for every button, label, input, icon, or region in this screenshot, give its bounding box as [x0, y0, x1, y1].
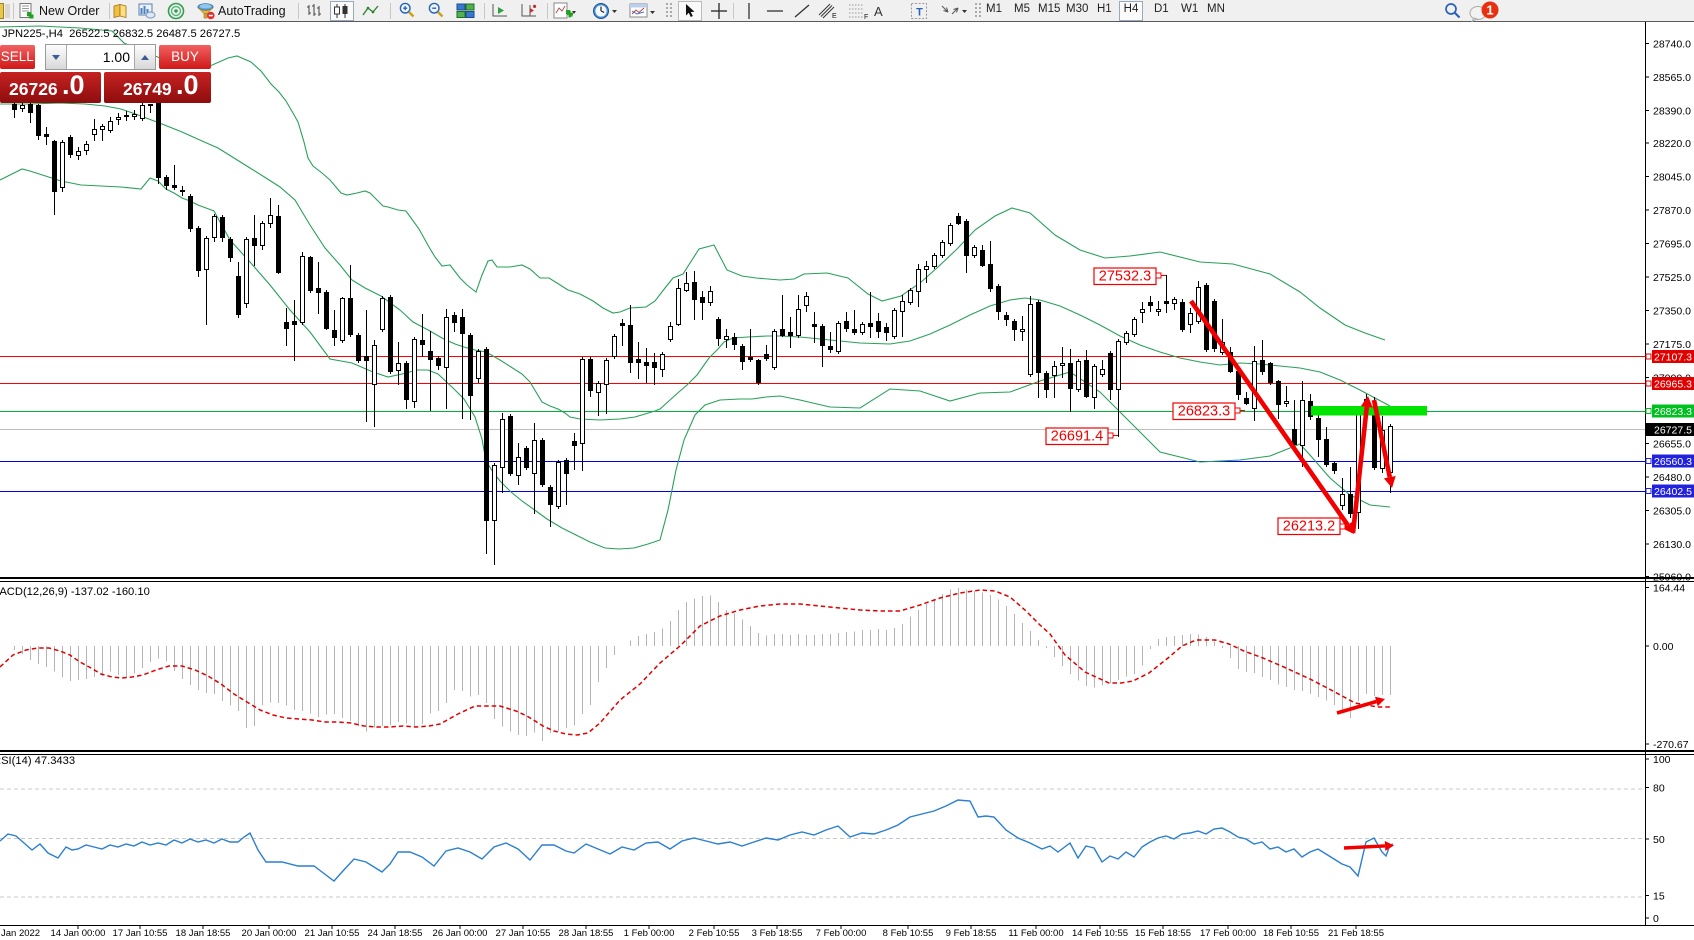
- svg-text:0.00: 0.00: [1653, 641, 1674, 653]
- svg-text:26727.5: 26727.5: [1654, 425, 1692, 437]
- svg-text:28220.0: 28220.0: [1653, 138, 1691, 150]
- svg-text:28 Jan 18:55: 28 Jan 18:55: [559, 928, 614, 939]
- svg-text:15 Feb 18:55: 15 Feb 18:55: [1135, 928, 1191, 939]
- svg-text:1 Feb 00:00: 1 Feb 00:00: [624, 928, 675, 939]
- svg-text:17 Feb 00:00: 17 Feb 00:00: [1200, 928, 1256, 939]
- svg-text:26823.3: 26823.3: [1654, 406, 1692, 418]
- svg-text:80: 80: [1653, 783, 1665, 795]
- svg-text:18 Feb 10:55: 18 Feb 10:55: [1263, 928, 1319, 939]
- svg-text:26480.0: 26480.0: [1653, 472, 1691, 484]
- svg-text:28045.0: 28045.0: [1653, 172, 1691, 184]
- svg-text:14 Feb 10:55: 14 Feb 10:55: [1072, 928, 1128, 939]
- svg-text:26560.3: 26560.3: [1654, 456, 1692, 468]
- svg-text:8 Feb 10:55: 8 Feb 10:55: [883, 928, 934, 939]
- svg-text:11 Feb 00:00: 11 Feb 00:00: [1008, 928, 1063, 939]
- svg-text:27350.0: 27350.0: [1653, 306, 1691, 318]
- svg-text:26305.0: 26305.0: [1653, 506, 1691, 518]
- svg-text:RSI(14) 47.3433: RSI(14) 47.3433: [0, 755, 75, 767]
- svg-text:T: T: [916, 7, 923, 19]
- svg-text:28740.0: 28740.0: [1653, 39, 1691, 51]
- svg-text:14 Jan 00:00: 14 Jan 00:00: [51, 928, 106, 939]
- svg-text:26655.0: 26655.0: [1653, 439, 1691, 451]
- svg-text:1: 1: [1486, 3, 1493, 18]
- svg-text:26691.4: 26691.4: [1051, 429, 1103, 445]
- svg-text:7 Feb 00:00: 7 Feb 00:00: [816, 928, 867, 939]
- svg-text:26823.3: 26823.3: [1178, 404, 1230, 420]
- svg-text:E: E: [832, 13, 837, 20]
- svg-text:JPN225-,H4 26522.5 26832.5 26: JPN225-,H4 26522.5 26832.5 26487.5 26727…: [2, 28, 240, 40]
- svg-text:27870.0: 27870.0: [1653, 205, 1691, 217]
- svg-text:27 Jan 10:55: 27 Jan 10:55: [496, 928, 551, 939]
- svg-text:25960.0: 25960.0: [1653, 572, 1691, 584]
- svg-text:18 Jan 18:55: 18 Jan 18:55: [176, 928, 231, 939]
- svg-text:2 Feb 10:55: 2 Feb 10:55: [689, 928, 740, 939]
- svg-text:27532.3: 27532.3: [1099, 269, 1151, 285]
- svg-text:28565.0: 28565.0: [1653, 72, 1691, 84]
- svg-text:F: F: [864, 14, 868, 20]
- svg-text:100: 100: [1653, 754, 1671, 766]
- svg-text:24 Jan 18:55: 24 Jan 18:55: [368, 928, 423, 939]
- svg-text:26130.0: 26130.0: [1653, 539, 1691, 551]
- svg-text:-270.67: -270.67: [1653, 739, 1689, 751]
- svg-text:21 Feb 18:55: 21 Feb 18:55: [1328, 928, 1384, 939]
- svg-text:15: 15: [1653, 891, 1665, 903]
- svg-text:27107.3: 27107.3: [1654, 352, 1692, 364]
- svg-text:26965.3: 26965.3: [1654, 379, 1692, 391]
- svg-text:26213.2: 26213.2: [1283, 519, 1335, 535]
- svg-text:27695.0: 27695.0: [1653, 239, 1691, 251]
- svg-text:20 Jan 00:00: 20 Jan 00:00: [242, 928, 297, 939]
- svg-text:28390.0: 28390.0: [1653, 106, 1691, 118]
- svg-text:0: 0: [1653, 913, 1659, 925]
- svg-text:26 Jan 00:00: 26 Jan 00:00: [433, 928, 488, 939]
- svg-text:21 Jan 10:55: 21 Jan 10:55: [305, 928, 360, 939]
- svg-text:27525.0: 27525.0: [1653, 272, 1691, 284]
- svg-text:Jan 2022: Jan 2022: [1, 928, 40, 939]
- svg-text:MACD(12,26,9) -137.02 -160.10: MACD(12,26,9) -137.02 -160.10: [0, 586, 150, 598]
- svg-text:26402.5: 26402.5: [1654, 486, 1692, 498]
- svg-text:17 Jan 10:55: 17 Jan 10:55: [113, 928, 168, 939]
- svg-text:50: 50: [1653, 834, 1665, 846]
- svg-text:9 Feb 18:55: 9 Feb 18:55: [946, 928, 997, 939]
- svg-text:27175.0: 27175.0: [1653, 339, 1691, 351]
- svg-text:3 Feb 18:55: 3 Feb 18:55: [752, 928, 803, 939]
- svg-text:164.44: 164.44: [1653, 583, 1685, 595]
